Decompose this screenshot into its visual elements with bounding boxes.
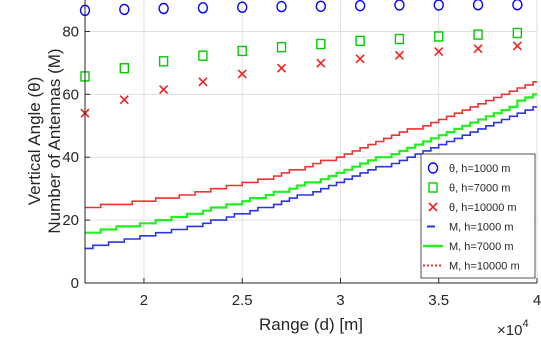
marker-series-1-point <box>197 2 209 14</box>
marker-series-1-point <box>158 2 169 15</box>
marker-series-2-point <box>473 29 483 40</box>
marker-series-1-point <box>315 0 327 12</box>
axes <box>84 0 538 284</box>
marker-series-1-point <box>472 0 484 11</box>
marker-series-2-point <box>512 27 523 39</box>
x-axis-label: Range (d) [m] <box>259 315 363 334</box>
y-axis-label-line1: Vertical Angle (θ) <box>25 77 44 206</box>
legend-item-5-label: M, h=7000 m <box>449 241 514 253</box>
line-series-2 <box>85 93 537 234</box>
marker-series-3-point <box>355 54 365 64</box>
x-tick-label: 2.5 <box>232 292 253 309</box>
marker-series-1-point <box>237 1 248 13</box>
marker-series-1-point <box>512 0 523 11</box>
marker-series-3-point <box>276 63 287 73</box>
line-series-group <box>85 81 537 250</box>
x-multiplier-base: ×10 <box>497 322 522 339</box>
marker-series-3-point <box>394 50 405 60</box>
y-tick-label: 0 <box>71 275 79 292</box>
y-tick-label: 20 <box>62 212 79 229</box>
legend-item-3-symbol <box>428 202 438 212</box>
line-series-1 <box>85 106 537 250</box>
x-multiplier-exponent: 4 <box>522 318 528 330</box>
line-series-3 <box>85 81 537 209</box>
marker-series-2-point <box>276 41 287 53</box>
marker-series-3-point <box>316 58 326 68</box>
legend-box <box>420 153 536 279</box>
legend-item-1-symbol <box>427 162 439 174</box>
marker-series-1-point <box>276 0 287 13</box>
y-tick-label: 80 <box>62 23 79 40</box>
marker-series-1-point <box>354 0 366 12</box>
legend-item-3-label: θ, h=10000 m <box>449 202 517 214</box>
legend-item-2-label: θ, h=7000 m <box>449 183 510 195</box>
marker-series-2-point <box>158 56 169 67</box>
marker-series-3-point <box>119 95 129 105</box>
marker-series-1-point <box>119 3 130 16</box>
marker-series-2-point <box>394 33 405 45</box>
legend-item-2-symbol <box>428 182 438 193</box>
marker-series-3-point <box>159 85 169 95</box>
y-tick-label: 40 <box>62 149 79 166</box>
marker-series-2-point <box>434 31 444 42</box>
x-axis-multiplier: ×104 <box>497 318 529 339</box>
marker-series-2-point <box>119 63 130 74</box>
x-tick-label: 4 <box>533 292 541 309</box>
marker-series-3-point <box>512 41 522 51</box>
marker-series-2-point <box>316 38 326 50</box>
y-tick-label: 60 <box>62 86 79 103</box>
x-tick-label: 3 <box>336 292 344 309</box>
marker-series-2-point <box>237 45 247 57</box>
marker-series-3-point <box>237 69 247 79</box>
marker-series-3-point <box>434 47 444 57</box>
legend: θ, h=1000 m θ, h=7000 m θ, h=10000 m M, h=1… <box>420 153 536 279</box>
marker-series-2-point <box>355 35 365 47</box>
legend-item-1-label: θ, h=1000 m <box>449 163 510 175</box>
x-tick-label: 2 <box>140 292 148 309</box>
marker-series-3-point <box>198 77 208 87</box>
marker-series-group <box>79 0 523 118</box>
legend-item-4-label: M, h=1000 m <box>449 222 514 234</box>
marker-series-1-point <box>394 0 405 11</box>
legend-item-6-label: M, h=10000 m <box>449 261 520 273</box>
x-tick-label: 3.5 <box>428 292 449 309</box>
marker-series-3-point <box>473 44 483 54</box>
marker-series-2-point <box>198 50 208 61</box>
marker-series-1-point <box>433 0 444 11</box>
y-axis-label-line2: Number of Antennas (M) <box>45 48 64 233</box>
